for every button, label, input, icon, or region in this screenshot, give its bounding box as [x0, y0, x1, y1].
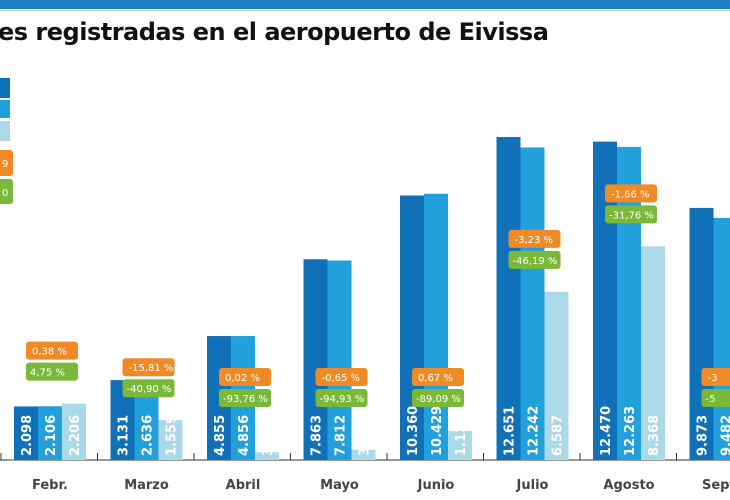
change-badge-orange — [26, 341, 78, 360]
change-badge-green — [219, 389, 271, 407]
change-badge-orange — [315, 368, 368, 386]
change-badge-green — [701, 389, 730, 407]
change-badge-green — [412, 389, 464, 407]
bar-value-label: 396 — [358, 429, 373, 456]
legend-badge-green-text: 0 — [2, 188, 8, 199]
category-label: Mayo — [320, 478, 359, 493]
legend-swatch-series1 — [0, 78, 10, 98]
change-badge-orange-text: 0,67 % — [418, 373, 453, 384]
bar-series3 — [255, 452, 279, 460]
bar-series2 — [38, 406, 62, 460]
bar-value-label: 3.131 — [117, 415, 132, 456]
change-badge-green-text: -89,09 % — [416, 394, 461, 405]
category-label: Julio — [516, 478, 549, 493]
bar-series2 — [520, 147, 545, 460]
legend-badge-orange — [0, 150, 13, 176]
bar-series3 — [544, 291, 569, 460]
bar-value-label: 4.855 — [213, 415, 228, 456]
bar-series3 — [351, 449, 376, 460]
bar-series2 — [327, 260, 352, 460]
category-label: Febr. — [32, 478, 68, 493]
bar-series1 — [14, 406, 38, 460]
chart-title: es registradas en el aeropuerto de Eivis… — [0, 18, 549, 46]
change-badge-green-text: -94,93 % — [320, 394, 365, 405]
change-badge-green-text: -46,19 % — [513, 256, 558, 267]
bar-value-label: 12.242 — [527, 406, 542, 456]
change-badge-orange — [701, 368, 730, 386]
top-divider — [0, 10, 730, 11]
change-badge-orange — [412, 368, 464, 386]
bar-value-label: 2.098 — [20, 415, 35, 456]
change-badge-orange-text: -3,23 % — [515, 235, 554, 246]
bar-series2 — [134, 392, 159, 460]
change-badge-orange — [122, 358, 175, 377]
change-badge-orange — [219, 368, 271, 386]
bar-value-label: 12.470 — [599, 406, 614, 456]
legend-badge-orange-text: 9 — [2, 159, 8, 170]
bar-value-label: 1.559 — [165, 415, 180, 456]
bar-series3 — [448, 430, 472, 460]
legend: 9 0 — [0, 78, 13, 204]
legend-badge-green — [0, 179, 13, 204]
bar-value-label: 303 — [261, 429, 276, 456]
change-badge-green — [315, 389, 368, 407]
bar-series1 — [400, 195, 424, 460]
change-badge-orange-text: 0,38 % — [32, 347, 67, 358]
bar-series3 — [641, 246, 665, 460]
bar-value-label: 10.429 — [430, 406, 445, 456]
change-badge-green — [605, 205, 657, 224]
change-badge-green — [26, 362, 78, 381]
bar-value-label: 8.368 — [647, 415, 662, 456]
change-badge-orange-text: -3 — [708, 373, 718, 384]
change-badge-orange-text: -1,66 % — [611, 189, 650, 200]
change-badge-orange — [508, 229, 561, 248]
bar-value-label: 12.651 — [503, 406, 518, 456]
change-badge-orange-text: 0,02 % — [225, 373, 260, 384]
bar-value-label: 7.863 — [310, 415, 325, 456]
change-badge-orange — [605, 184, 657, 203]
bar-value-label: 9.873 — [696, 415, 711, 456]
bar-value-label: 2.106 — [44, 415, 59, 456]
bar-value-label: 2.636 — [141, 415, 156, 456]
bar-value-label: 7.812 — [334, 415, 349, 456]
bar-value-label: 4.856 — [237, 415, 252, 456]
bar-value-label: 1.138 — [454, 415, 469, 456]
category-label: Marzo — [124, 478, 169, 493]
legend-swatch-series3 — [0, 121, 10, 141]
change-badge-green-text: 4,75 % — [30, 368, 65, 379]
change-badge-green-text: -40,90 % — [127, 384, 172, 395]
bar-series1 — [496, 137, 521, 460]
change-badge-green-text: -31,76 % — [609, 210, 654, 221]
change-badge-green-text: -5 — [706, 394, 716, 405]
bar-value-label: 9.482 — [720, 415, 730, 456]
bar-series1 — [303, 259, 328, 460]
bar-value-label: 10.360 — [406, 406, 421, 456]
category-label: Abril — [226, 478, 261, 493]
change-badge-orange-text: -0,65 % — [322, 373, 361, 384]
change-badge-green — [508, 250, 561, 269]
bar-value-label: 2.206 — [68, 415, 83, 456]
bar-series1 — [689, 207, 714, 460]
top-bar — [0, 0, 730, 9]
bar-series2 — [424, 193, 448, 460]
change-badge-orange-text: -15,81 % — [129, 363, 174, 374]
legend-swatch-series2 — [0, 100, 10, 118]
category-label: Agosto — [603, 478, 654, 493]
bar-series3 — [62, 403, 86, 460]
change-badge-green — [122, 379, 175, 398]
bar-value-label: 12.263 — [623, 406, 638, 456]
bar-series3 — [158, 420, 183, 460]
change-badge-green-text: -93,76 % — [223, 394, 268, 405]
category-label: Junio — [417, 478, 455, 493]
category-label: Septie — [702, 478, 730, 493]
bar-value-label: 6.587 — [551, 415, 566, 456]
